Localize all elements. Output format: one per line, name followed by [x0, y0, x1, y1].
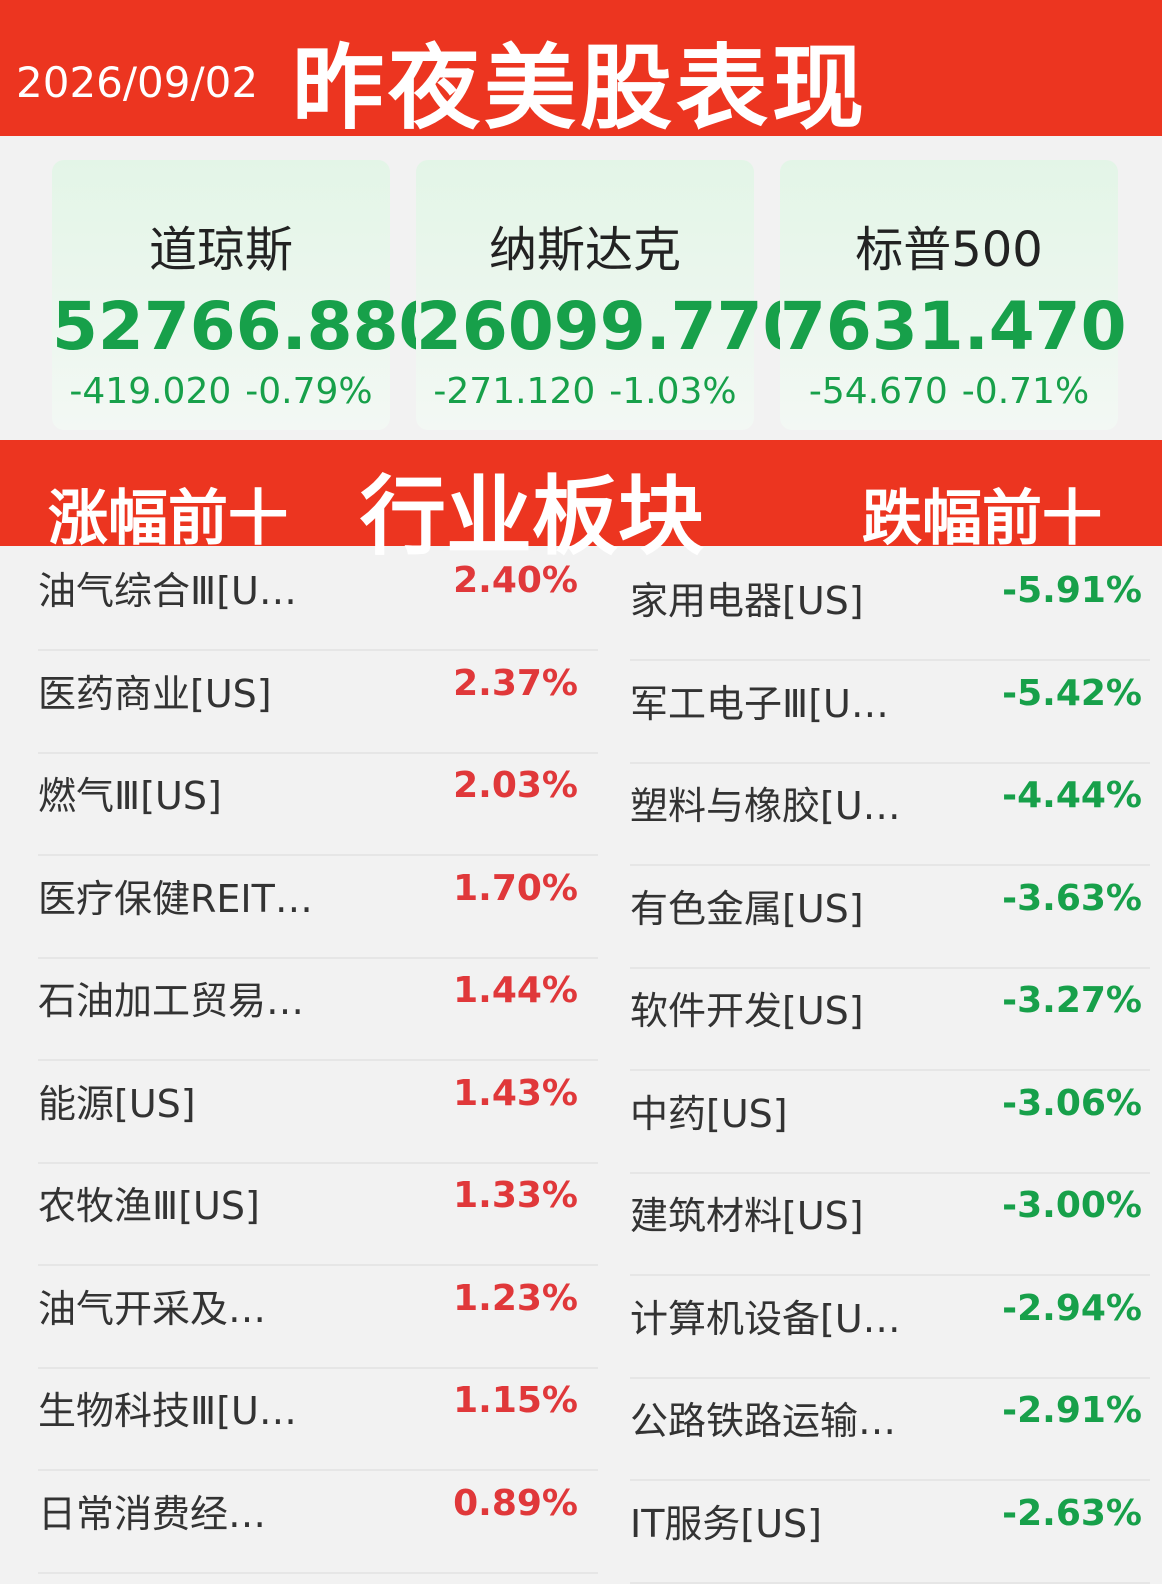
index-card: 道琼斯 52766.880 -419.020 -0.79%: [52, 160, 445, 430]
sector-row: 公路铁路运输… -2.91%: [630, 1380, 1150, 1481]
section-band: [0, 440, 1162, 546]
sector-pct: -4.44%: [1002, 775, 1142, 816]
sector-name: 医疗保健REIT…: [38, 876, 313, 921]
sector-row: 军工电子Ⅲ[U… -5.42%: [630, 663, 1150, 764]
sector-name: 家用电器[US]: [630, 579, 864, 623]
index-change: -271.120: [433, 371, 596, 412]
sector-row: 油气开采及… 1.23%: [38, 1268, 598, 1369]
sector-name: 有色金属[US]: [630, 886, 864, 931]
sector-row: 计算机设备[U… -2.94%: [630, 1278, 1150, 1379]
sector-pct: -3.06%: [1002, 1082, 1142, 1124]
sector-pct: -5.91%: [1002, 570, 1142, 611]
sector-pct: 2.37%: [453, 662, 578, 704]
index-value: 26099.770: [416, 288, 809, 365]
sector-name: 农牧渔Ⅲ[US]: [38, 1184, 260, 1228]
sector-name: 中药[US]: [630, 1091, 788, 1136]
sector-pct: -2.63%: [1002, 1492, 1142, 1534]
sector-pct: 2.40%: [453, 560, 578, 601]
sector-name: 生物科技Ⅲ[U…: [38, 1389, 297, 1433]
sector-pct: 1.15%: [453, 1380, 578, 1421]
index-pct: -0.71%: [961, 371, 1090, 412]
sector-name: 塑料与橡胶[U…: [630, 784, 901, 828]
index-change-line: -54.670 -0.71%: [780, 371, 1118, 412]
sector-row: 生物科技Ⅲ[U… 1.15%: [38, 1370, 598, 1471]
title: 昨夜美股表现: [292, 35, 869, 142]
sector-row: 家用电器[US] -5.91%: [630, 560, 1150, 661]
sector-row: 燃气Ⅲ[US] 2.03%: [38, 755, 598, 856]
sector-pct: 1.43%: [453, 1072, 578, 1114]
sector-name: 油气综合Ⅲ[U…: [38, 569, 297, 613]
sector-row: 塑料与橡胶[U… -4.44%: [630, 765, 1150, 866]
section-title: 行业板块: [360, 467, 704, 567]
sector-name: 计算机设备[U…: [630, 1296, 901, 1341]
index-change-line: -271.120 -1.03%: [416, 371, 754, 412]
sector-row: 油气综合Ⅲ[U… 2.40%: [38, 550, 598, 651]
sector-pct: -3.27%: [1002, 980, 1142, 1021]
sector-pct: -3.63%: [1002, 877, 1142, 919]
sector-name: 日常消费经…: [38, 1491, 267, 1536]
header: [0, 0, 1162, 136]
sector-name: 医药商业[US]: [38, 671, 272, 716]
sector-row: IT服务[US] -2.63%: [630, 1483, 1150, 1584]
sector-pct: 0.89%: [453, 1482, 578, 1524]
sector-row: 建筑材料[US] -3.00%: [630, 1175, 1150, 1276]
sector-row: 日常消费经… 0.89%: [38, 1473, 598, 1574]
sector-pct: 2.03%: [453, 765, 578, 806]
index-name: 标普500: [855, 222, 1043, 278]
sector-pct: 1.33%: [453, 1175, 578, 1216]
sector-pct: -5.42%: [1002, 672, 1142, 714]
sector-name: 石油加工贸易…: [38, 979, 305, 1023]
sector-row: 石油加工贸易… 1.44%: [38, 960, 598, 1061]
index-card: 纳斯达克 26099.770 -271.120 -1.03%: [416, 160, 809, 430]
sector-name: 软件开发[US]: [630, 989, 864, 1033]
sector-row: 医疗保健REIT… 1.70%: [38, 858, 598, 959]
sector-name: IT服务[US]: [630, 1501, 823, 1546]
sector-name: 公路铁路运输…: [630, 1399, 897, 1443]
sector-name: 能源[US]: [38, 1081, 196, 1126]
sector-pct: -3.00%: [1002, 1185, 1142, 1226]
sector-row: 有色金属[US] -3.63%: [630, 868, 1150, 969]
index-name: 道琼斯: [148, 222, 293, 278]
index-value: 52766.880: [52, 288, 445, 365]
sector-row: 软件开发[US] -3.27%: [630, 970, 1150, 1071]
losers-label: 跌幅前十: [862, 484, 1102, 554]
sector-row: 农牧渔Ⅲ[US] 1.33%: [38, 1165, 598, 1266]
sector-pct: 1.70%: [453, 867, 578, 909]
index-change-line: -419.020 -0.79%: [52, 371, 390, 412]
sector-row: 医药商业[US] 2.37%: [38, 653, 598, 754]
sector-name: 油气开采及…: [38, 1286, 267, 1331]
index-change: -419.020: [69, 371, 232, 412]
sector-name: 燃气Ⅲ[US]: [38, 774, 222, 818]
sector-row: 能源[US] 1.43%: [38, 1063, 598, 1164]
gainers-label: 涨幅前十: [48, 484, 288, 554]
index-name: 纳斯达克: [488, 222, 681, 278]
sector-name: 军工电子Ⅲ[U…: [630, 681, 889, 726]
index-value: 7631.470: [780, 288, 1127, 365]
index-change: -54.670: [808, 371, 948, 412]
date: 2026/09/02: [16, 58, 259, 107]
index-pct: -1.03%: [609, 371, 737, 412]
sector-name: 建筑材料[US]: [630, 1194, 864, 1238]
index-pct: -0.79%: [245, 371, 373, 412]
sector-row: 中药[US] -3.06%: [630, 1073, 1150, 1174]
sector-pct: -2.91%: [1002, 1390, 1142, 1431]
sector-pct: -2.94%: [1002, 1287, 1142, 1329]
sector-pct: 1.44%: [453, 970, 578, 1011]
sector-pct: 1.23%: [453, 1277, 578, 1319]
index-card: 标普500 7631.470 -54.670 -0.71%: [780, 160, 1127, 430]
